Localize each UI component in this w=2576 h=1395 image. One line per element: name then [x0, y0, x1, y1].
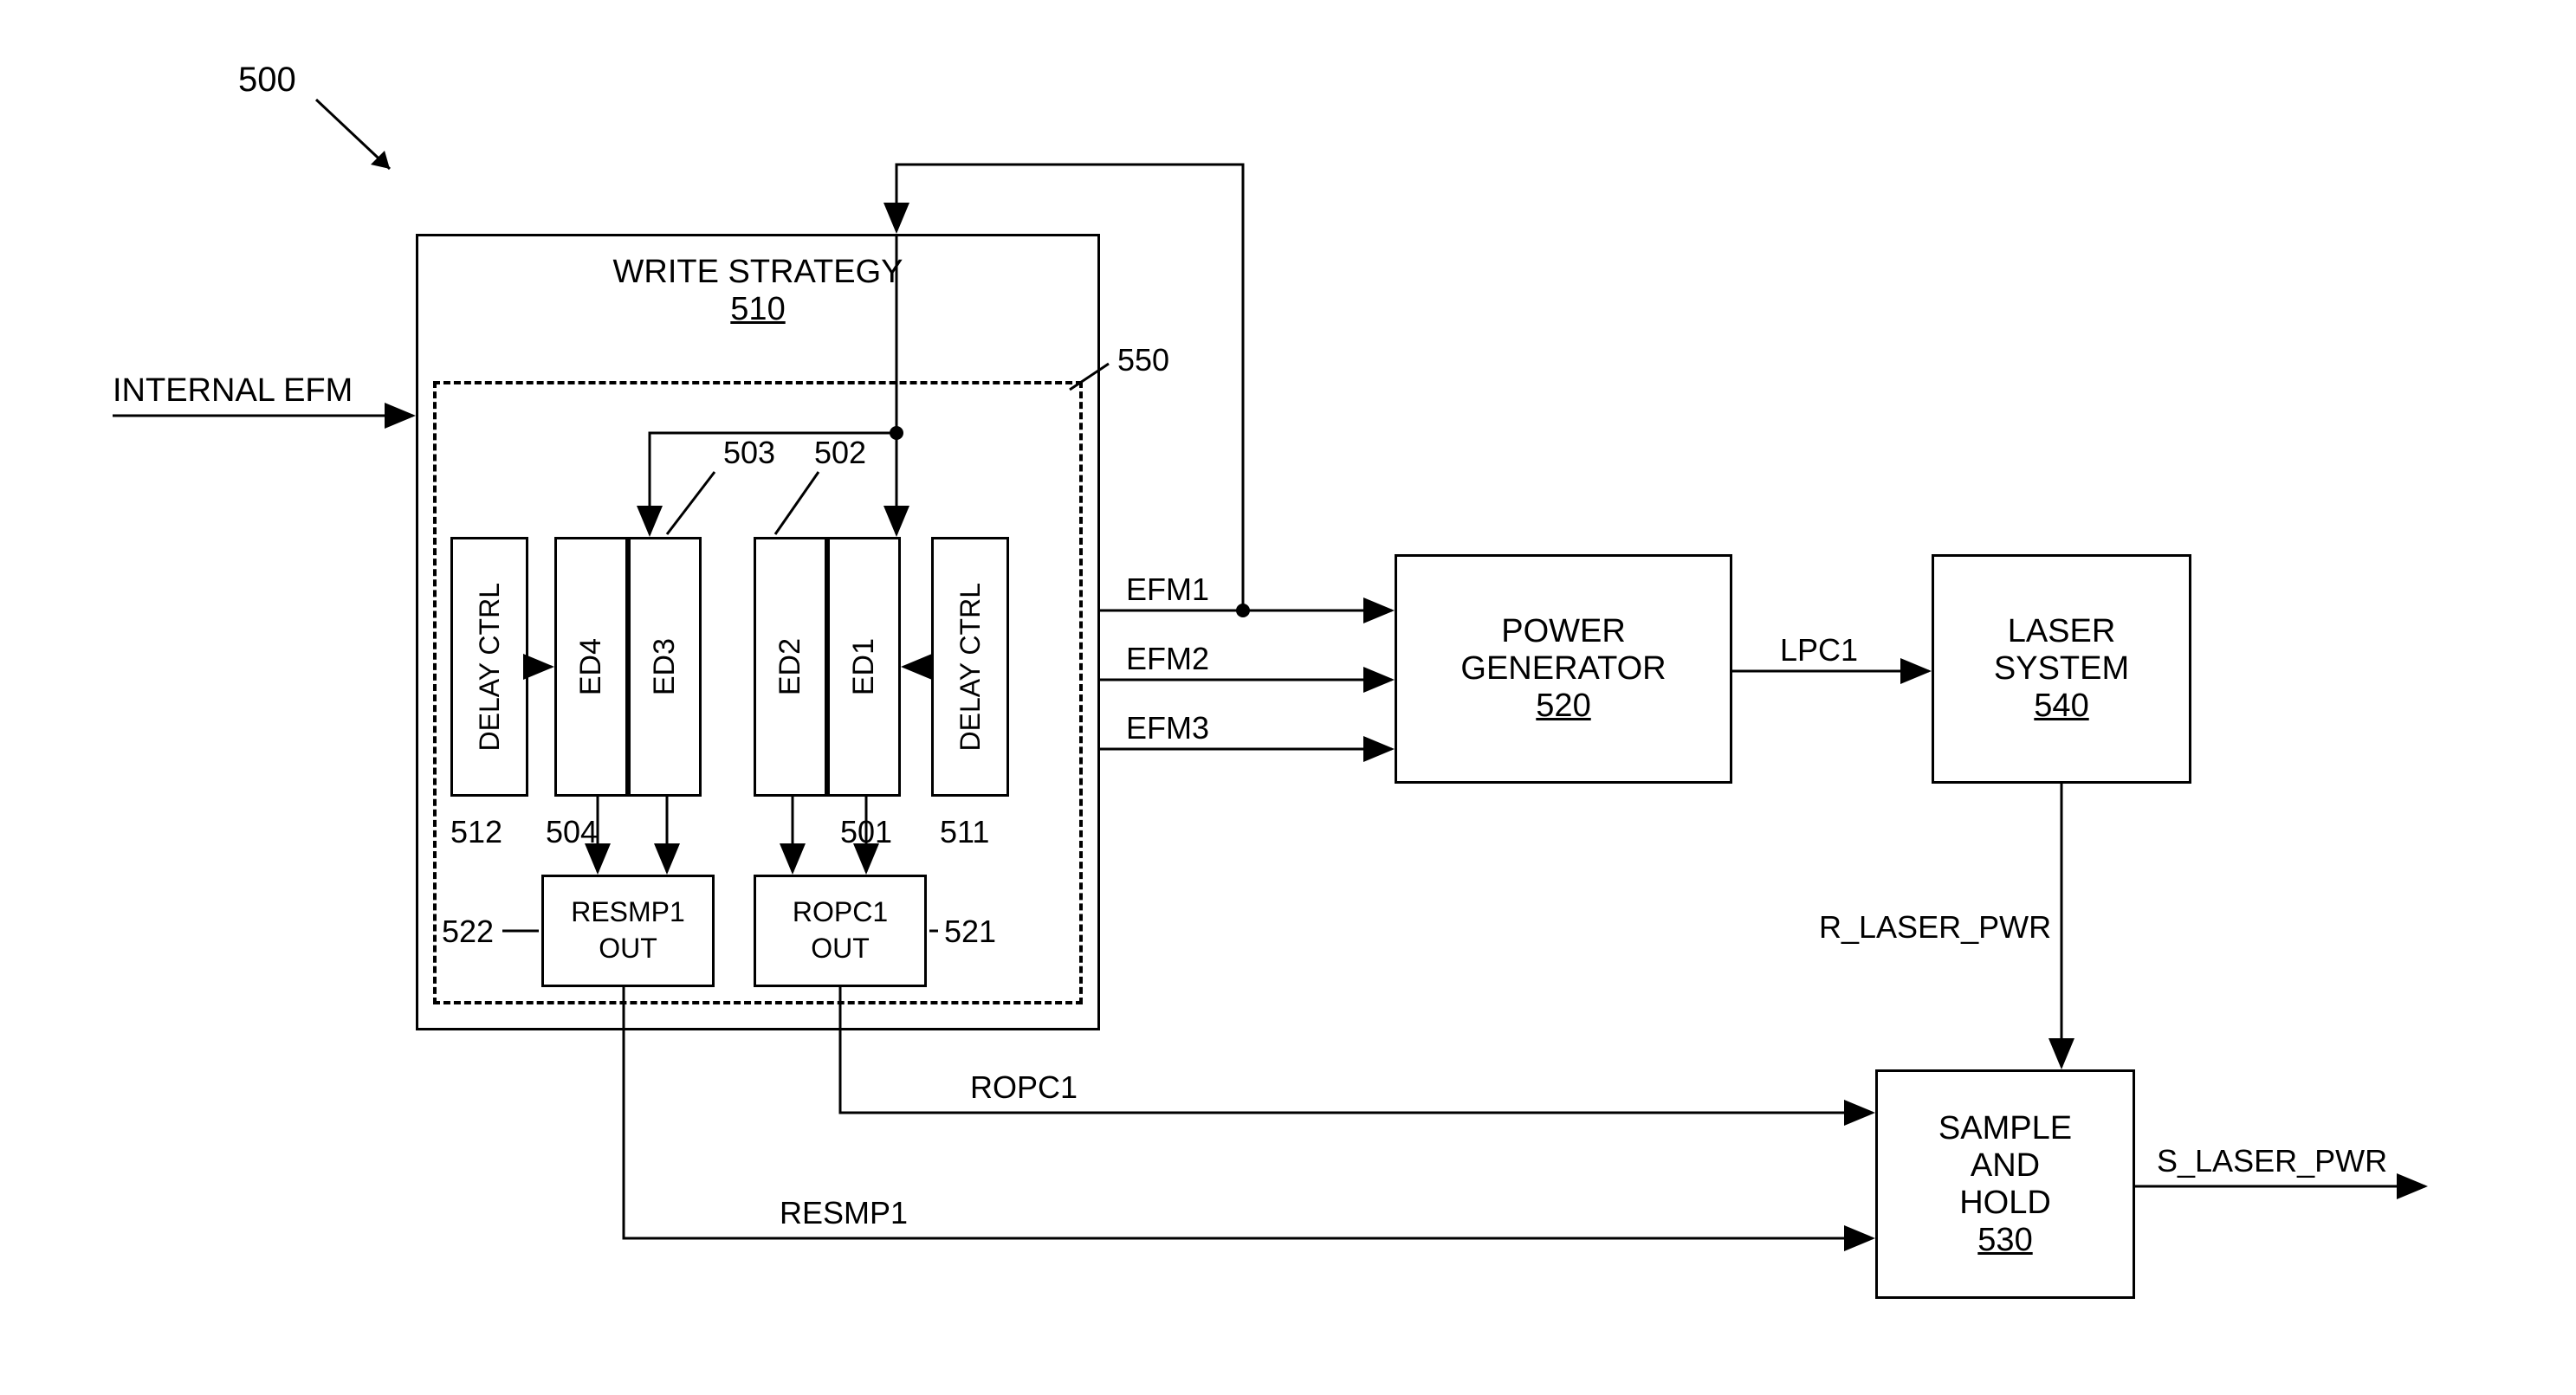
efm1-label: EFM1: [1126, 572, 1209, 608]
delay-ctrl-left-text: DELAY CTRL: [473, 583, 506, 751]
ed4-block: ED4: [554, 537, 628, 797]
sample-hold-text1: SAMPLE: [1938, 1110, 2072, 1147]
ropc1-out-text: ROPC1OUT: [793, 894, 888, 966]
laser-system-block: LASER SYSTEM 540: [1932, 554, 2191, 784]
laser-sys-text1: LASER: [2008, 613, 2116, 650]
ed3-num: 503: [723, 435, 775, 471]
block-diagram: 500 INTERNAL EFM WRITE STRATEGY 510 550 …: [0, 0, 2576, 1395]
diagram-ref-label: 500: [238, 61, 296, 100]
delay-ctrl-left-block: DELAY CTRL: [450, 537, 528, 797]
efm3-label: EFM3: [1126, 710, 1209, 746]
ed3-block: ED3: [628, 537, 702, 797]
delay-left-num: 512: [450, 814, 502, 850]
sample-hold-num: 530: [1977, 1222, 2032, 1259]
resmp1-label: RESMP1: [780, 1195, 908, 1231]
dashed-550-label: 550: [1117, 342, 1169, 378]
delay-ctrl-right-text: DELAY CTRL: [954, 583, 987, 751]
ropc1-label: ROPC1: [970, 1069, 1078, 1106]
sample-hold-block: SAMPLE AND HOLD 530: [1875, 1069, 2135, 1299]
delay-right-num: 511: [940, 814, 989, 850]
internal-efm-label: INTERNAL EFM: [113, 372, 353, 410]
ed2-text: ED2: [773, 638, 807, 695]
ed1-block: ED1: [827, 537, 901, 797]
write-strategy-num: 510: [730, 291, 785, 328]
laser-sys-num: 540: [2034, 688, 2088, 725]
ed2-block: ED2: [754, 537, 827, 797]
ed1-text: ED1: [847, 638, 881, 695]
resmp1-out-block: RESMP1OUT: [541, 875, 715, 987]
ed4-num: 504: [546, 814, 598, 850]
ed2-num: 502: [814, 435, 866, 471]
ed3-text: ED3: [648, 638, 682, 695]
resmp1-num: 522: [442, 914, 494, 950]
sample-hold-text2: AND: [1971, 1147, 2040, 1185]
resmp1-out-text: RESMP1OUT: [571, 894, 685, 966]
power-gen-text1: POWER: [1501, 613, 1626, 650]
sample-hold-text3: HOLD: [1959, 1185, 2051, 1222]
ropc1-out-block: ROPC1OUT: [754, 875, 927, 987]
ed4-text: ED4: [574, 638, 608, 695]
laser-sys-text2: SYSTEM: [1994, 650, 2129, 688]
r-laser-pwr-label: R_LASER_PWR: [1819, 909, 2051, 946]
power-gen-text2: GENERATOR: [1460, 650, 1666, 688]
power-gen-num: 520: [1536, 688, 1590, 725]
ed1-num: 501: [840, 814, 892, 850]
s-laser-pwr-label: S_LASER_PWR: [2157, 1143, 2387, 1179]
efm2-label: EFM2: [1126, 641, 1209, 677]
delay-ctrl-right-block: DELAY CTRL: [931, 537, 1009, 797]
ref-500-text: 500: [238, 61, 296, 99]
ropc1-num: 521: [944, 914, 996, 950]
lpc1-label: LPC1: [1780, 632, 1858, 668]
write-strategy-title: WRITE STRATEGY: [613, 254, 903, 291]
power-generator-block: POWER GENERATOR 520: [1395, 554, 1732, 784]
